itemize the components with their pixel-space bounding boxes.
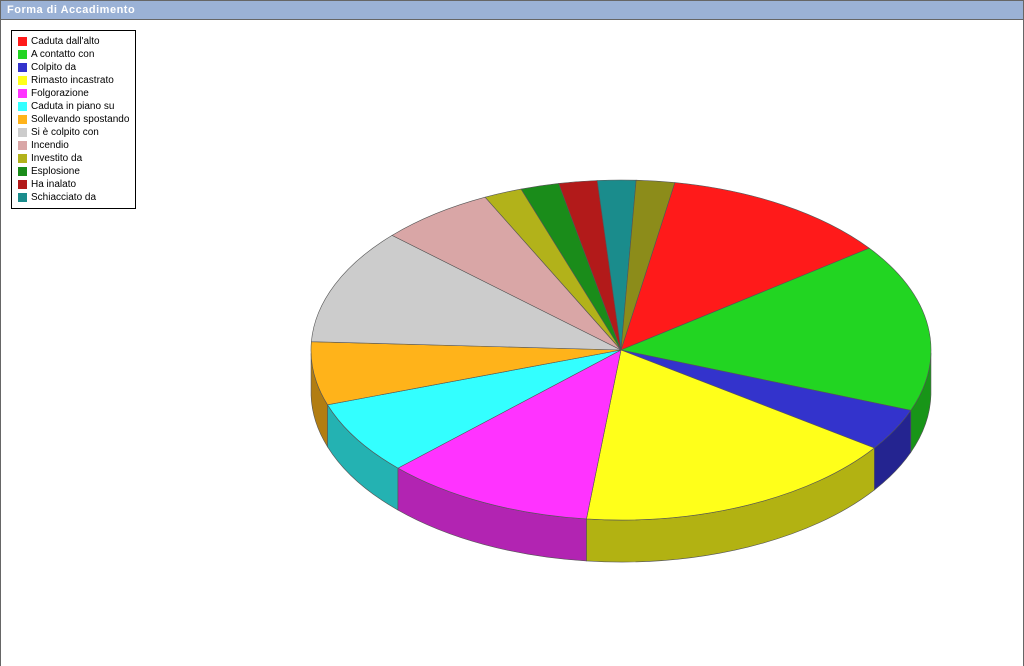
legend-swatch bbox=[18, 128, 27, 137]
pie-chart-svg bbox=[261, 120, 981, 620]
legend-swatch bbox=[18, 180, 27, 189]
chart-legend: Caduta dall'alto A contatto con Colpito da… bbox=[11, 30, 136, 209]
legend-swatch bbox=[18, 76, 27, 85]
legend-item: Caduta dall'alto bbox=[18, 35, 129, 48]
window-title: Forma di Accadimento bbox=[7, 4, 135, 16]
legend-label: Si è colpito con bbox=[31, 127, 99, 138]
legend-label: Sollevando spostando bbox=[31, 114, 129, 125]
legend-swatch bbox=[18, 50, 27, 59]
legend-swatch bbox=[18, 102, 27, 111]
legend-label: Investito da bbox=[31, 153, 82, 164]
legend-label: Caduta dall'alto bbox=[31, 36, 100, 47]
legend-item: Esplosione bbox=[18, 165, 129, 178]
window-frame: Forma di Accadimento Caduta dall'alto A c… bbox=[0, 0, 1024, 666]
legend-item: Folgorazione bbox=[18, 87, 129, 100]
legend-label: Rimasto incastrato bbox=[31, 75, 114, 86]
legend-swatch bbox=[18, 154, 27, 163]
legend-item: Caduta in piano su bbox=[18, 100, 129, 113]
legend-item: Incendio bbox=[18, 139, 129, 152]
window-titlebar: Forma di Accadimento bbox=[1, 1, 1023, 20]
legend-item: A contatto con bbox=[18, 48, 129, 61]
legend-label: Incendio bbox=[31, 140, 69, 151]
legend-swatch bbox=[18, 89, 27, 98]
legend-label: Caduta in piano su bbox=[31, 101, 114, 112]
legend-item: Investito da bbox=[18, 152, 129, 165]
legend-label: Folgorazione bbox=[31, 88, 89, 99]
legend-item: Rimasto incastrato bbox=[18, 74, 129, 87]
pie-chart-3d bbox=[261, 120, 981, 620]
legend-label: A contatto con bbox=[31, 49, 94, 60]
legend-item: Schiacciato da bbox=[18, 191, 129, 204]
legend-swatch bbox=[18, 115, 27, 124]
legend-label: Colpito da bbox=[31, 62, 76, 73]
legend-label: Ha inalato bbox=[31, 179, 76, 190]
legend-label: Schiacciato da bbox=[31, 192, 96, 203]
legend-item: Si è colpito con bbox=[18, 126, 129, 139]
legend-label: Esplosione bbox=[31, 166, 80, 177]
legend-swatch bbox=[18, 167, 27, 176]
legend-swatch bbox=[18, 63, 27, 72]
legend-swatch bbox=[18, 37, 27, 46]
legend-item: Sollevando spostando bbox=[18, 113, 129, 126]
legend-item: Colpito da bbox=[18, 61, 129, 74]
legend-swatch bbox=[18, 141, 27, 150]
legend-swatch bbox=[18, 193, 27, 202]
chart-panel: Caduta dall'alto A contatto con Colpito da… bbox=[1, 20, 1023, 666]
legend-item: Ha inalato bbox=[18, 178, 129, 191]
